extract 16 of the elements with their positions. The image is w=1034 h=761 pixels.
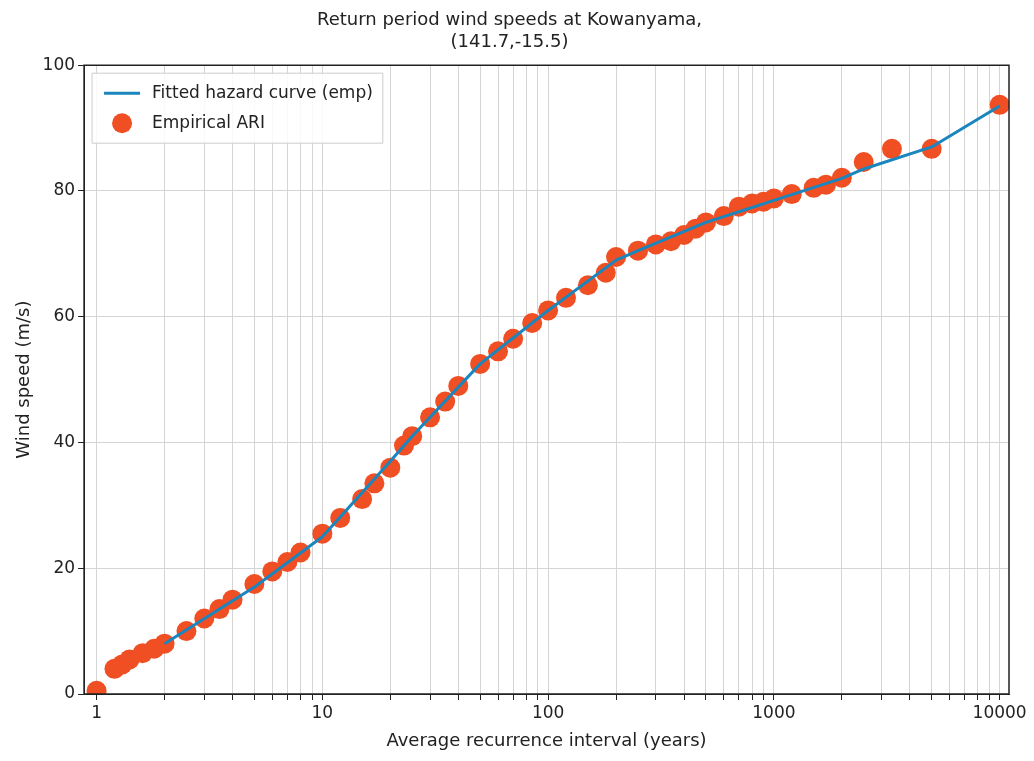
chart-title: Return period wind speeds at Kowanyama, (141.7,-15.5) (316, 8, 703, 52)
y-tick-label: 20 (53, 556, 76, 577)
y-tick-label: 100 (42, 53, 76, 74)
x-tick-label: 10000 (972, 701, 1027, 722)
x-tick-label: 1 (91, 701, 102, 722)
y-tick-label: 80 (53, 179, 76, 200)
y-axis-title: Wind speed (m/s) (12, 300, 34, 459)
x-tick-label: 1000 (752, 701, 796, 722)
y-tick-label: 0 (64, 682, 76, 703)
x-axis-title: Average recurrence interval (years) (386, 728, 707, 750)
x-tick-label: 100 (531, 701, 565, 722)
legend-label: Fitted hazard curve (emp) (152, 81, 373, 102)
y-tick-label: 60 (53, 305, 76, 326)
y-tick-label: 40 (53, 430, 76, 451)
legend-label: Empirical ARI (152, 111, 265, 132)
x-tick-label: 10 (311, 701, 334, 722)
